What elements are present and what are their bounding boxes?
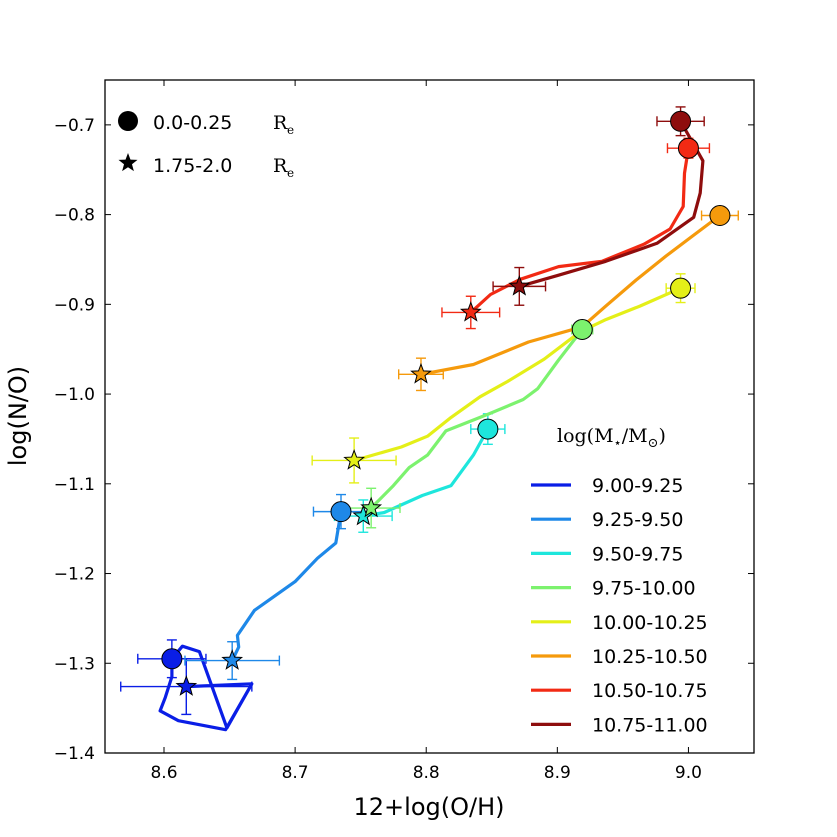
y-tick-label: −0.9 <box>54 295 95 315</box>
legend-star-marker <box>118 153 138 172</box>
series-legend-title-mid: /M <box>622 425 648 447</box>
legend-label-9.25-9.50: 9.25-9.50 <box>592 509 683 531</box>
series-legend: log(M⋆/M⊙) 9.00-9.25 9.25-9.50 9.50-9.75 9.… <box>531 425 708 736</box>
x-axis-label: 12+log(O/H) <box>354 793 505 821</box>
series-layer <box>120 106 739 732</box>
legend-label-10.75-11.00: 10.75-11.00 <box>592 714 708 736</box>
legend-label-10.25-10.50: 10.25-10.50 <box>592 646 708 668</box>
star-marker <box>459 300 482 322</box>
legend-label-9.00-9.25: 9.00-9.25 <box>592 475 683 497</box>
legend-circle-unit-sub: e <box>287 123 294 137</box>
markers-10.25-10.50 <box>410 204 731 384</box>
x-tick-label: 8.7 <box>282 763 309 783</box>
y-tick-label: −1.0 <box>54 385 95 405</box>
markers-10.75-11.00 <box>508 110 692 296</box>
legend-label-10.00-10.25: 10.00-10.25 <box>592 612 708 634</box>
series-line <box>420 214 721 376</box>
series-line <box>370 328 584 510</box>
x-tick-label: 8.9 <box>544 763 571 783</box>
circle-marker <box>670 110 692 132</box>
markers-9.50-9.75 <box>352 418 499 526</box>
markers-10.00-10.25 <box>343 277 692 470</box>
circle-marker <box>571 318 593 340</box>
y-tick-label: −0.8 <box>54 206 95 226</box>
series-10.75-11.00 <box>492 106 705 306</box>
legend-star-unit: R <box>273 155 288 177</box>
x-tick-label: 8.6 <box>150 763 177 783</box>
legend-label-9.75-10.00: 9.75-10.00 <box>592 578 696 600</box>
y-tick-label: −0.7 <box>54 116 95 136</box>
series-9.75-10.00 <box>341 321 594 529</box>
y-tick-label: −1.3 <box>54 654 95 674</box>
markers-9.25-9.50 <box>221 501 352 670</box>
circle-marker <box>161 648 183 670</box>
legend-circle-label: 0.0-0.25 <box>153 112 232 134</box>
y-tick-label: −1.4 <box>54 744 95 764</box>
series-legend-title: log(M⋆/M⊙) <box>557 425 666 451</box>
circle-marker <box>670 277 692 299</box>
series-line <box>230 511 343 662</box>
legend-label-9.50-9.75: 9.50-9.75 <box>592 543 683 565</box>
markers-10.50-10.75 <box>459 137 699 322</box>
star-marker <box>410 362 432 384</box>
legend-circle-marker <box>118 111 138 131</box>
y-axis-label: log(N/O) <box>4 366 32 466</box>
series-line <box>518 120 705 288</box>
star-marker <box>360 496 383 518</box>
series-line <box>469 147 690 314</box>
legend-circle-unit: R <box>273 112 288 134</box>
legend-star-label: 1.75-2.0 <box>153 155 232 177</box>
series-legend-title-sun: ⊙ <box>648 436 659 451</box>
series-line <box>363 428 490 518</box>
series-legend-title-prefix: log(M <box>557 425 614 447</box>
series-legend-title-star: ⋆ <box>614 436 622 451</box>
circle-marker <box>477 418 499 440</box>
legend-label-10.50-10.75: 10.50-10.75 <box>592 680 708 702</box>
y-axis: −0.7 −0.8 −0.9 −1.0 −1.1 −1.2 −1.3 −1.4 <box>54 116 754 764</box>
series-10.25-10.50 <box>397 206 739 392</box>
legend-star-unit-sub: e <box>287 166 294 180</box>
circle-marker <box>677 137 699 159</box>
plot-frame <box>104 79 755 754</box>
x-tick-label: 8.8 <box>413 763 440 783</box>
series-9.25-9.50 <box>184 493 370 681</box>
x-axis: 8.6 8.7 8.8 8.9 9.0 <box>150 80 702 783</box>
star-marker <box>508 274 531 296</box>
y-tick-label: −1.2 <box>54 565 95 585</box>
star-marker <box>175 675 198 696</box>
star-marker <box>221 649 244 670</box>
circle-marker <box>709 204 731 226</box>
x-tick-label: 9.0 <box>675 763 702 783</box>
markers-9.00-9.25 <box>161 648 198 696</box>
markers-9.75-10.00 <box>360 318 593 518</box>
y-tick-label: −1.1 <box>54 475 95 495</box>
star-marker <box>343 449 365 470</box>
circle-marker <box>330 501 352 523</box>
series-line <box>353 286 682 463</box>
series-legend-title-suffix: ) <box>658 425 665 447</box>
series-10.00-10.25 <box>311 273 696 484</box>
marker-legend: 0.0-0.25 R e 1.75-2.0 R e <box>118 111 294 180</box>
